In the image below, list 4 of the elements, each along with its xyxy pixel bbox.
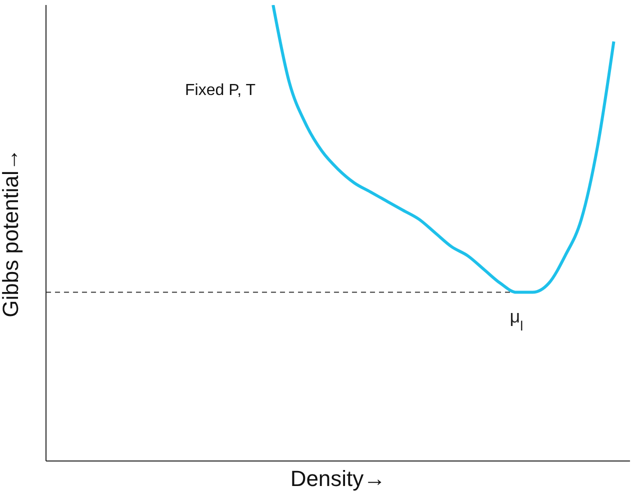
- y-axis-title: Gibbs potential→: [0, 148, 23, 318]
- annotation: Fixed P, T: [185, 82, 256, 100]
- x-axis-title: Density→: [290, 466, 386, 491]
- ref-line-label: μ$_{l}$: [510, 306, 524, 333]
